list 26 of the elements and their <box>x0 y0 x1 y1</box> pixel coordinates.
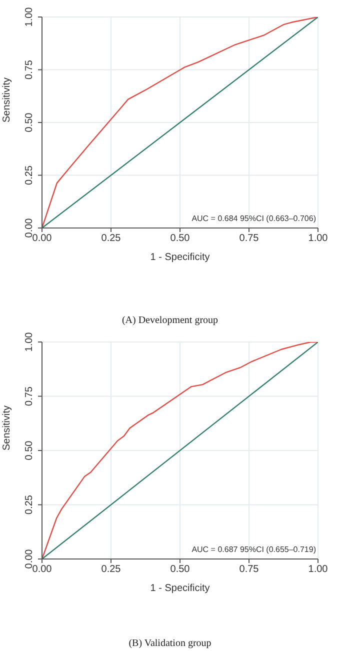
x-tick-label: 1.00 <box>308 233 328 244</box>
y-tick-label: 0.75 <box>24 386 35 406</box>
x-tick-label: 0.00 <box>32 233 52 244</box>
y-tick-label: 1.00 <box>24 332 35 352</box>
y-tick-label: 0.75 <box>24 60 35 80</box>
x-axis-title: 1 - Specificity <box>150 583 210 594</box>
x-tick-label: 0.25 <box>101 564 122 576</box>
y-tick-label: 0.50 <box>24 112 35 132</box>
text: (B) Validation group <box>128 637 212 651</box>
x-tick-label: 0.00 <box>32 564 52 576</box>
x-axis-title: 1 - Specificity <box>150 252 210 263</box>
x-tick-label: 0.75 <box>239 564 260 576</box>
annotation: AUC = 0.687 95%CI (0.655–0.719) <box>192 545 316 554</box>
x-tick-label: 0.25 <box>101 233 122 244</box>
y-tick-label: 1.00 <box>24 6 35 27</box>
x-tick-label: 1.00 <box>308 564 328 576</box>
y-axis-title: Sensitivity <box>2 77 13 122</box>
x-tick-label: 0.50 <box>170 564 190 576</box>
y-tick-label: 0.50 <box>24 440 35 460</box>
text: (A) Development group <box>120 314 220 328</box>
y-axis-title: Sensitivity <box>2 405 13 450</box>
x-tick-label: 0.75 <box>239 233 260 244</box>
y-tick-label: 0.25 <box>24 494 35 514</box>
y-tick-label: 0.25 <box>24 165 35 185</box>
annotation: AUC = 0.684 95%CI (0.663–0.706) <box>192 214 316 223</box>
x-tick-label: 0.50 <box>170 233 190 244</box>
